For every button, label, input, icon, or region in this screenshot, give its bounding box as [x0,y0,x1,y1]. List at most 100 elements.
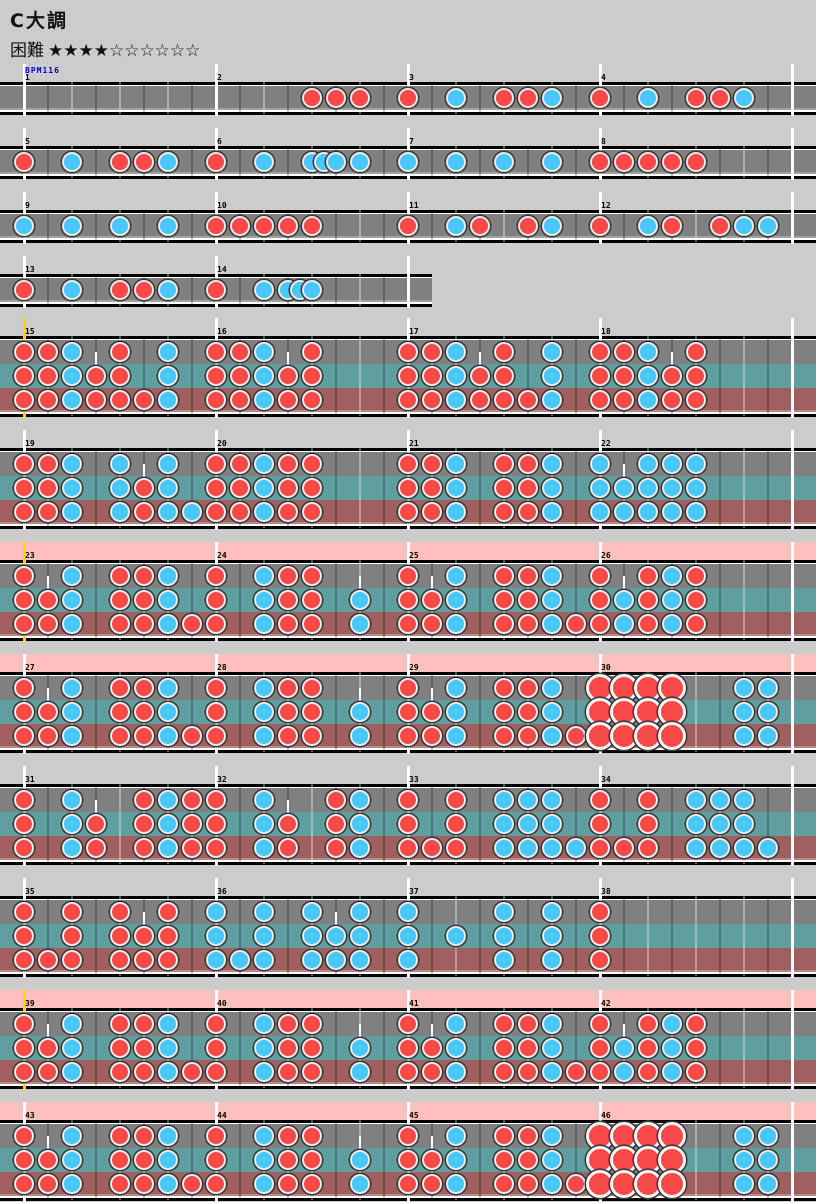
grid-tick [239,560,241,640]
don-note [206,366,226,386]
ka-note [614,502,634,522]
measure-number: 13 [25,265,35,274]
don-note [326,88,346,108]
don-note [590,814,610,834]
ka-note [686,814,706,834]
don-note [278,454,298,474]
don-note [302,614,322,634]
don-note [206,280,226,300]
grid-tick [743,896,745,976]
ka-note [254,838,274,858]
don-note [398,366,418,386]
don-note [614,366,634,386]
don-note [494,1014,514,1034]
don-note [14,590,34,610]
grid-tick [575,448,577,528]
ka-note [710,790,730,810]
ka-note [302,950,322,970]
don-note [638,590,658,610]
don-note [110,1174,130,1194]
ka-note [542,1014,562,1034]
measure-barline-end [791,542,794,642]
measure-number: 11 [409,201,419,210]
grid-tick [191,146,193,178]
ka-note [542,902,562,922]
don-note [446,790,466,810]
don-note [38,342,58,362]
ka-note [206,902,226,922]
ka-note [158,726,178,746]
ka-note [662,1014,682,1034]
don-note [590,926,610,946]
grid-tick [767,448,769,528]
measure-barline [23,64,26,116]
big-don-note [610,674,638,702]
don-note [422,614,442,634]
grid-tick [239,1120,241,1200]
don-note [278,814,298,834]
song-title: C大調 [10,10,68,32]
don-note [302,1014,322,1034]
don-note [518,1174,538,1194]
don-note [206,1150,226,1170]
don-note [302,342,322,362]
ka-note [350,614,370,634]
don-note [566,1062,586,1082]
grid-tick [719,1008,721,1088]
don-note [470,216,490,236]
ka-note [350,1174,370,1194]
don-note [278,1174,298,1194]
grid-tick [287,82,289,114]
measure-number: 34 [601,775,611,784]
don-note [518,88,538,108]
don-note [398,216,418,236]
grid-tick [431,146,433,178]
don-note [206,678,226,698]
grid-tick [479,672,481,752]
measure-barline-end [791,192,794,244]
grid-tick [47,784,49,864]
ka-note [734,1174,754,1194]
ka-note [686,454,706,474]
don-note [134,1038,154,1058]
don-note [278,614,298,634]
don-note [398,1174,418,1194]
grid-tick [623,82,625,114]
grid-tick [47,274,49,306]
grid-tick [479,1120,481,1200]
don-note [614,152,634,172]
ka-note [518,814,538,834]
don-note [206,1174,226,1194]
measure-number: 29 [409,663,419,672]
don-note [710,88,730,108]
ka-note [542,88,562,108]
don-note [638,566,658,586]
ka-note [158,790,178,810]
grid-tick [263,82,265,114]
don-note [230,216,250,236]
don-note [134,390,154,410]
ka-note [62,390,82,410]
ka-note [158,1014,178,1034]
ka-note [446,1038,466,1058]
ka-note [230,950,250,970]
don-note [134,790,154,810]
measure-barline-end [791,318,794,418]
don-note [686,590,706,610]
don-note [278,590,298,610]
ka-note [542,566,562,586]
don-note [446,838,466,858]
don-note [134,702,154,722]
measure-number: 40 [217,999,227,1008]
don-note [110,566,130,586]
don-note [590,390,610,410]
don-note [518,390,538,410]
don-note [134,614,154,634]
don-note [662,152,682,172]
don-note [110,702,130,722]
ka-note [302,280,322,300]
ka-note [62,342,82,362]
don-note [182,790,202,810]
ka-note [158,152,178,172]
ka-note [638,88,658,108]
